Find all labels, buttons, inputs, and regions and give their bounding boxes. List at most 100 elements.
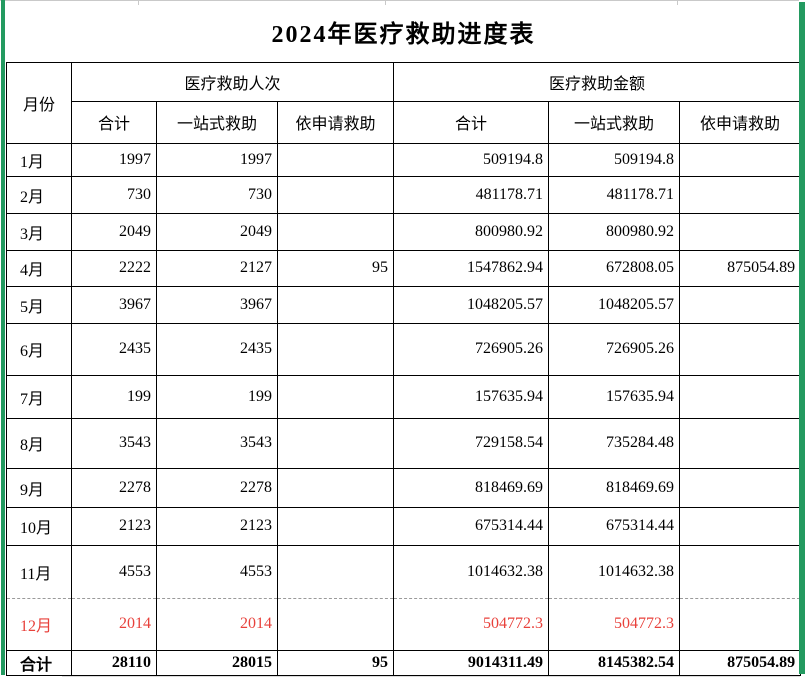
table-cell[interactable]: 504772.3 bbox=[393, 597, 549, 651]
table-cell[interactable]: 504772.3 bbox=[548, 597, 680, 651]
month-label[interactable]: 9月 bbox=[6, 467, 72, 508]
table-cell[interactable]: 199 bbox=[156, 374, 278, 419]
table-cell[interactable] bbox=[277, 506, 394, 546]
table-cell[interactable] bbox=[678, 597, 802, 651]
table-cell[interactable]: 675314.44 bbox=[548, 506, 680, 546]
table-cell[interactable] bbox=[277, 322, 394, 376]
table-cell[interactable]: 4553 bbox=[71, 544, 157, 599]
header-counts-one-stop[interactable]: 一站式救助 bbox=[156, 100, 278, 144]
table-cell[interactable] bbox=[678, 467, 802, 508]
table-cell[interactable]: 2435 bbox=[156, 322, 278, 376]
table-cell[interactable] bbox=[277, 374, 394, 419]
table-cell[interactable]: 2049 bbox=[71, 212, 157, 251]
month-label[interactable]: 6月 bbox=[6, 322, 72, 376]
table-cell[interactable]: 800980.92 bbox=[548, 212, 680, 251]
table-cell[interactable]: 1014632.38 bbox=[548, 544, 680, 599]
table-cell[interactable]: 2014 bbox=[71, 597, 157, 651]
header-group-amounts[interactable]: 医疗救助金额 bbox=[392, 61, 802, 102]
table-cell[interactable]: 9014311.49 bbox=[393, 649, 549, 676]
table-cell[interactable] bbox=[277, 467, 394, 508]
table-cell[interactable]: 157635.94 bbox=[548, 374, 680, 419]
table-cell[interactable] bbox=[277, 285, 394, 324]
table-cell[interactable]: 2123 bbox=[71, 506, 157, 546]
month-label[interactable]: 2月 bbox=[6, 175, 72, 214]
header-amounts-on-application[interactable]: 依申请救助 bbox=[678, 100, 802, 144]
table-cell[interactable]: 675314.44 bbox=[393, 506, 549, 546]
table-cell[interactable]: 875054.89 bbox=[678, 649, 802, 676]
table-cell[interactable]: 28015 bbox=[156, 649, 278, 676]
table-cell[interactable]: 1997 bbox=[156, 142, 278, 177]
table-cell[interactable]: 1048205.57 bbox=[548, 285, 680, 324]
table-cell[interactable] bbox=[678, 506, 802, 546]
month-label[interactable]: 12月 bbox=[6, 597, 72, 651]
table-cell[interactable]: 2435 bbox=[71, 322, 157, 376]
table-cell[interactable] bbox=[277, 417, 394, 469]
table-title[interactable]: 2024年医疗救助进度表 bbox=[6, 2, 801, 63]
table-cell[interactable]: 3543 bbox=[71, 417, 157, 469]
table-cell[interactable]: 2222 bbox=[71, 249, 157, 287]
table-cell[interactable]: 800980.92 bbox=[393, 212, 549, 251]
total-label[interactable]: 合计 bbox=[6, 649, 72, 676]
table-cell[interactable] bbox=[277, 212, 394, 251]
table-cell[interactable]: 2278 bbox=[156, 467, 278, 508]
table-cell[interactable] bbox=[678, 544, 802, 599]
header-counts-on-application[interactable]: 依申请救助 bbox=[277, 100, 394, 144]
table-cell[interactable]: 1014632.38 bbox=[393, 544, 549, 599]
table-cell[interactable] bbox=[678, 285, 802, 324]
table-cell[interactable]: 2127 bbox=[156, 249, 278, 287]
table-cell[interactable] bbox=[277, 597, 394, 651]
table-cell[interactable]: 509194.8 bbox=[393, 142, 549, 177]
month-label[interactable]: 3月 bbox=[6, 212, 72, 251]
table-cell[interactable] bbox=[277, 142, 394, 177]
month-label[interactable]: 5月 bbox=[6, 285, 72, 324]
table-cell[interactable]: 1547862.94 bbox=[393, 249, 549, 287]
table-cell[interactable]: 509194.8 bbox=[548, 142, 680, 177]
table-cell[interactable]: 481178.71 bbox=[548, 175, 680, 214]
table-cell[interactable]: 2014 bbox=[156, 597, 278, 651]
table-cell[interactable]: 730 bbox=[156, 175, 278, 214]
header-amounts-total[interactable]: 合计 bbox=[393, 100, 549, 144]
table-cell[interactable]: 3543 bbox=[156, 417, 278, 469]
table-cell[interactable]: 726905.26 bbox=[548, 322, 680, 376]
table-cell[interactable]: 730 bbox=[71, 175, 157, 214]
table-cell[interactable]: 157635.94 bbox=[393, 374, 549, 419]
table-cell[interactable] bbox=[277, 544, 394, 599]
table-cell[interactable]: 1997 bbox=[71, 142, 157, 177]
table-cell[interactable] bbox=[678, 175, 802, 214]
table-cell[interactable] bbox=[678, 322, 802, 376]
header-amounts-one-stop[interactable]: 一站式救助 bbox=[548, 100, 680, 144]
table-cell[interactable]: 1048205.57 bbox=[393, 285, 549, 324]
table-cell[interactable] bbox=[277, 175, 394, 214]
table-cell[interactable]: 3967 bbox=[71, 285, 157, 324]
table-cell[interactable]: 8145382.54 bbox=[548, 649, 680, 676]
table-cell[interactable]: 95 bbox=[277, 649, 394, 676]
table-cell[interactable]: 2049 bbox=[156, 212, 278, 251]
month-label[interactable]: 11月 bbox=[6, 544, 72, 599]
header-group-counts[interactable]: 医疗救助人次 bbox=[71, 61, 394, 102]
table-cell[interactable]: 4553 bbox=[156, 544, 278, 599]
table-cell[interactable]: 2278 bbox=[71, 467, 157, 508]
table-cell[interactable] bbox=[678, 417, 802, 469]
table-cell[interactable]: 481178.71 bbox=[393, 175, 549, 214]
table-cell[interactable]: 726905.26 bbox=[393, 322, 549, 376]
table-cell[interactable]: 2123 bbox=[156, 506, 278, 546]
table-cell[interactable]: 199 bbox=[71, 374, 157, 419]
table-cell[interactable]: 95 bbox=[277, 249, 394, 287]
table-cell[interactable]: 818469.69 bbox=[548, 467, 680, 508]
month-label[interactable]: 4月 bbox=[6, 249, 72, 287]
table-cell[interactable]: 818469.69 bbox=[393, 467, 549, 508]
header-month[interactable]: 月份 bbox=[6, 61, 72, 144]
table-cell[interactable] bbox=[678, 374, 802, 419]
table-cell[interactable] bbox=[678, 142, 802, 177]
table-cell[interactable]: 735284.48 bbox=[548, 417, 680, 469]
table-cell[interactable]: 672808.05 bbox=[548, 249, 680, 287]
month-label[interactable]: 1月 bbox=[6, 142, 72, 177]
month-label[interactable]: 8月 bbox=[6, 417, 72, 469]
table-cell[interactable]: 28110 bbox=[71, 649, 157, 676]
table-cell[interactable] bbox=[678, 212, 802, 251]
header-counts-total[interactable]: 合计 bbox=[71, 100, 157, 144]
table-cell[interactable]: 875054.89 bbox=[678, 249, 802, 287]
table-cell[interactable]: 729158.54 bbox=[393, 417, 549, 469]
table-cell[interactable]: 3967 bbox=[156, 285, 278, 324]
month-label[interactable]: 10月 bbox=[6, 506, 72, 546]
